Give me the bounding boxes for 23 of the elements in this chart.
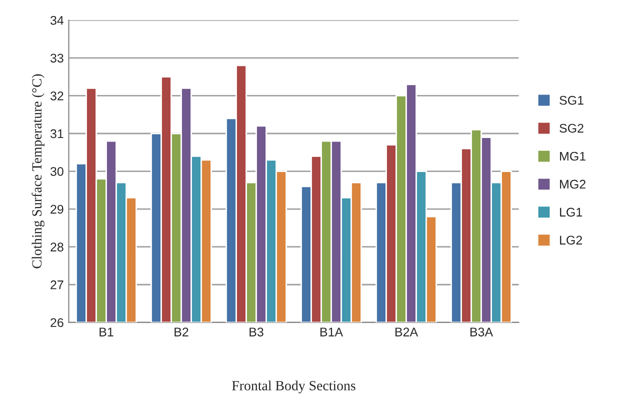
legend-label: MG1	[560, 152, 586, 161]
y-tick-label: 28	[50, 242, 64, 252]
y-tick-label: 31	[50, 129, 64, 138]
x-tick-label: B1A	[320, 328, 344, 336]
y-tick-label: 27	[50, 280, 64, 290]
y-tick-label: 34	[50, 16, 64, 25]
y-tick-label: 30	[50, 167, 64, 176]
legend-label: MG2	[560, 180, 586, 189]
legend-label: SG2	[560, 124, 584, 133]
legend-label: LG2	[560, 236, 582, 245]
legend-label: SG1	[560, 96, 584, 105]
x-tick-label: B2A	[395, 328, 418, 336]
x-tick-label: B1	[100, 328, 114, 336]
x-tick-label: B3	[250, 328, 264, 336]
y-axis-title: Clothing Surface Temperature (°C)	[32, 74, 44, 268]
y-tick-label: 32	[50, 92, 64, 100]
x-tick-label: B3A	[470, 328, 494, 336]
x-axis-title: Frontal Body Sections	[232, 380, 356, 394]
legend-label: LG1	[560, 208, 582, 217]
x-tick-label: B2	[174, 328, 188, 336]
y-tick-label: 29	[50, 204, 64, 214]
y-tick-label: 33	[50, 54, 64, 63]
y-tick-label: 26	[50, 318, 64, 328]
